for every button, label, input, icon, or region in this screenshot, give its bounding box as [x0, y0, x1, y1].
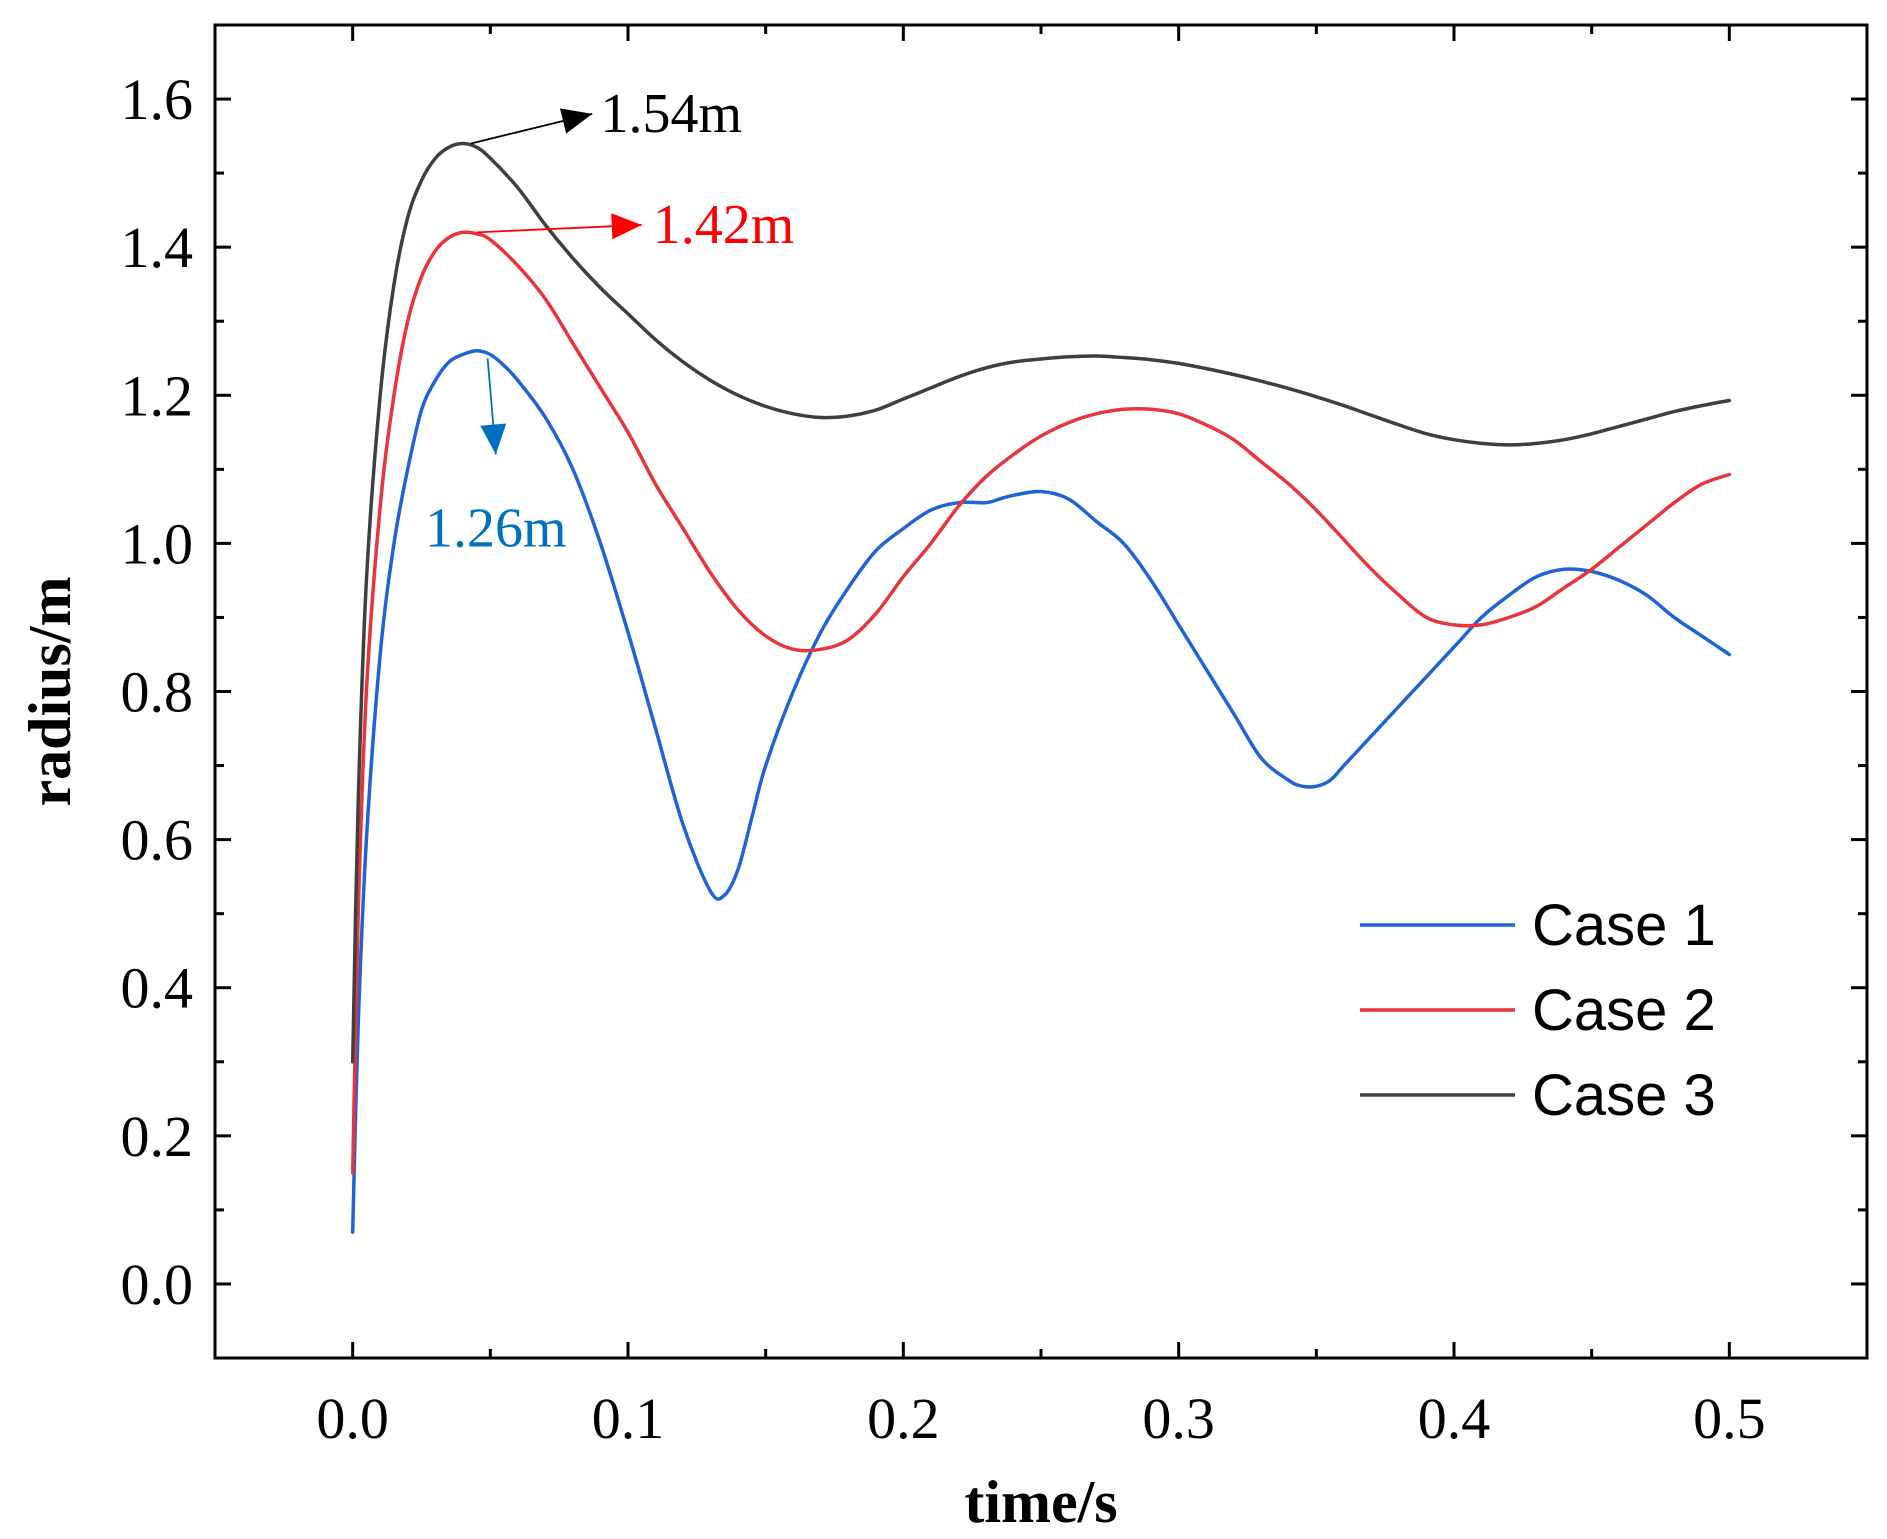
y-tick-label: 0.6 — [121, 808, 194, 873]
x-tick-label: 0.3 — [1142, 1386, 1215, 1451]
y-tick-label: 0.0 — [121, 1252, 194, 1317]
annotation-arrowhead — [611, 213, 642, 240]
series-line-case-1 — [350, 349, 1732, 1234]
y-tick-label: 1.2 — [121, 363, 194, 428]
annotation-label-case-3: 1.54m — [600, 83, 742, 145]
series-lines — [350, 141, 1732, 1234]
y-tick-label: 1.0 — [121, 511, 194, 576]
x-tick-label: 0.1 — [592, 1386, 665, 1451]
x-tick-label: 0.5 — [1693, 1386, 1766, 1451]
legend-label-case-1: Case 1 — [1532, 893, 1716, 958]
series-line-case-2 — [350, 230, 1732, 1175]
x-tick-label: 0.4 — [1418, 1386, 1491, 1451]
y-axis-title: radius/m — [17, 576, 83, 806]
annotation-label-case-1: 1.26m — [425, 498, 567, 560]
legend-label-case-3: Case 3 — [1532, 1063, 1716, 1128]
annotation-label-case-2: 1.42m — [653, 194, 795, 256]
series-line-case-3 — [350, 141, 1732, 1064]
y-tick-label: 0.4 — [121, 956, 194, 1021]
legend: Case 1 Case 2 Case 3 — [1360, 893, 1716, 1128]
peak-annotations: 1.54m 1.42m 1.26m — [425, 83, 794, 560]
y-tick-label: 0.8 — [121, 660, 194, 725]
axes: 0.0 0.1 0.2 0.3 0.4 0.5 0.0 0.2 0.4 0.6 0.8 1.0 1.2 1… — [121, 25, 1867, 1451]
x-tick-label: 0.2 — [867, 1386, 940, 1451]
annotation-arrowhead — [480, 423, 507, 455]
x-tick-label: 0.0 — [316, 1386, 389, 1451]
plot-area — [213, 23, 1869, 1360]
legend-label-case-2: Case 2 — [1532, 978, 1716, 1043]
annotation-arrowhead — [559, 108, 593, 134]
y-tick-label: 1.4 — [121, 215, 194, 280]
plot-frame — [213, 23, 1869, 1360]
x-axis-title: time/s — [964, 1469, 1117, 1535]
y-tick-label: 1.6 — [121, 67, 194, 132]
y-tick-label: 0.2 — [121, 1104, 194, 1169]
